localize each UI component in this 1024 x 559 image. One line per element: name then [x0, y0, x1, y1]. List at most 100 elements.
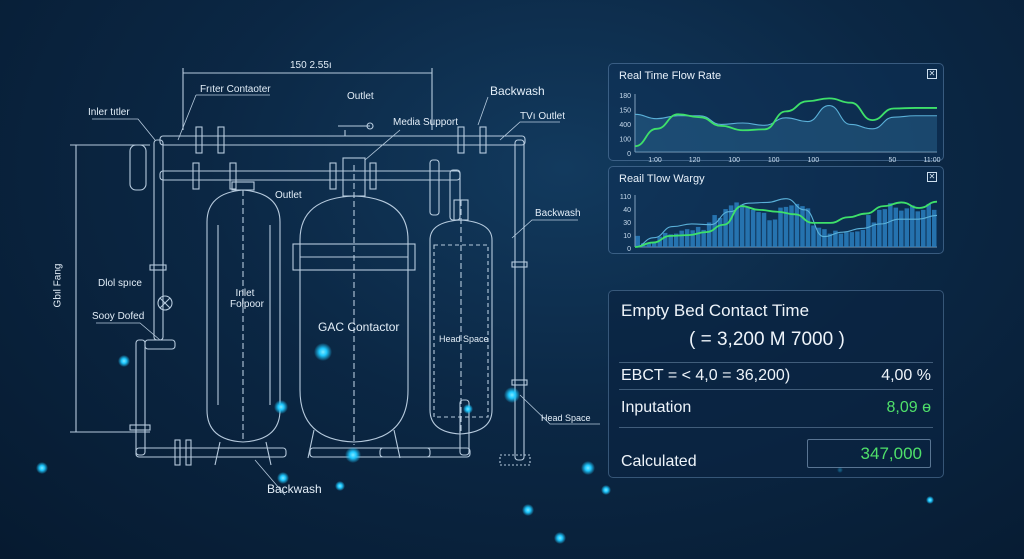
bar	[690, 230, 695, 247]
label-outlet-top: Outlet	[347, 91, 374, 102]
bar	[673, 233, 679, 247]
leader-lines	[92, 94, 600, 496]
bar	[888, 203, 893, 247]
close-icon[interactable]: ✕	[927, 172, 937, 182]
bar	[926, 203, 932, 247]
x-tick-label: 100	[807, 157, 819, 162]
flow-energy-chart: 110 40 30 10 0	[620, 194, 938, 253]
bar	[915, 211, 921, 247]
bar	[767, 220, 772, 247]
label-head-space-right: Head Space	[541, 413, 591, 423]
label-dial-space: Dlol spıce	[98, 278, 142, 289]
bar	[838, 233, 844, 247]
inputation-value: 8,09 ɵ	[886, 399, 931, 416]
label-outlet-mid: Outlet	[275, 190, 302, 201]
bar	[932, 209, 937, 247]
bar	[728, 205, 734, 247]
label-media-support: Media Support	[393, 117, 459, 128]
bar	[662, 232, 668, 247]
x-tick-label: 120	[689, 157, 701, 162]
bar	[805, 208, 811, 247]
bottom-pipe	[135, 399, 471, 466]
bar	[811, 225, 816, 247]
y-tick-label: 180	[619, 93, 631, 100]
bar	[866, 215, 871, 247]
bar	[745, 206, 750, 247]
series-line	[634, 198, 938, 248]
bar	[794, 203, 800, 247]
bar	[910, 205, 915, 247]
close-icon[interactable]: ✕	[927, 69, 937, 79]
right-pipe	[429, 139, 531, 466]
dimension-top	[182, 68, 433, 130]
flow-rate-chart: 180 150 400 100 0 1:00 120 100 100 100 50 11:00	[619, 93, 940, 162]
divider	[619, 362, 933, 363]
glow-particles	[36, 343, 934, 544]
bar	[827, 233, 833, 247]
bar	[723, 209, 728, 247]
calculated-value-field[interactable]: 347,000	[807, 439, 931, 468]
bar	[833, 230, 838, 247]
y-tick-label: 150	[619, 108, 631, 115]
ebct-label: EBCT = < 4,0 = 36,200)	[621, 367, 791, 384]
bar	[668, 234, 673, 247]
series-line	[634, 200, 938, 248]
bar	[871, 222, 877, 247]
head-space-tank	[429, 199, 493, 435]
divider	[619, 427, 933, 428]
y-tick-label: 100	[619, 137, 631, 144]
label-backwash-bottom: Backwash	[267, 482, 322, 496]
bar	[882, 209, 888, 247]
label-sooy-dofed: Sooy Dofed	[92, 311, 145, 322]
bar	[789, 205, 794, 247]
bar	[646, 242, 651, 247]
y-tick-label: 30	[623, 220, 631, 227]
bar	[756, 212, 761, 247]
bar	[855, 231, 860, 247]
y-tick-label: 10	[623, 233, 631, 240]
y-tick-label: 110	[620, 194, 631, 201]
bar	[706, 222, 712, 247]
series-area	[635, 105, 937, 152]
ebct-panel: Empty Bed Contact Time ( = 3,200 M 7000 …	[608, 290, 944, 478]
bar	[772, 219, 778, 247]
bar	[849, 232, 855, 247]
bar	[816, 227, 822, 247]
ebct-formula: ( = 3,200 M 7000 )	[689, 329, 845, 350]
series-line	[634, 97, 937, 148]
bar	[712, 215, 717, 247]
bar	[844, 232, 849, 247]
label-inlet-filter: Inler tıtler	[88, 107, 130, 118]
x-tick-label: 1:00	[648, 157, 662, 162]
bar	[778, 207, 783, 247]
dimension-left-label: Gbıl Fang	[52, 263, 64, 308]
bar	[739, 204, 745, 247]
label-backwash-right: Backwash	[535, 208, 581, 219]
bar	[657, 236, 662, 247]
label-tvi-outlet: TVı Outlet	[520, 111, 566, 122]
flow-energy-panel: Reail Tlow Wargy ✕ 110 40 30 10 0	[608, 166, 944, 254]
inlet-filter-vessel	[206, 181, 281, 466]
y-tick-label: 40	[623, 207, 631, 214]
label-filter-contactor: Frıter Contaoter	[200, 84, 271, 95]
dimension-top-label: 150 2.55ı	[290, 60, 332, 71]
label-gac-contactor: GAC Contactor	[318, 320, 400, 334]
bar	[800, 206, 805, 247]
x-tick-label: 100	[728, 157, 740, 162]
bar	[717, 218, 723, 247]
flow-rate-title: Real Time Flow Rate	[619, 70, 722, 82]
flow-rate-panel: Real Time Flow Rate ✕ 180 150 400 100 0 1:00 1…	[608, 63, 944, 162]
ebct-value: 4,00 %	[881, 367, 931, 384]
bar	[877, 209, 882, 247]
y-tick-label: 0	[627, 151, 631, 158]
flow-energy-title: Reail Tlow Wargy	[619, 173, 705, 185]
bar	[860, 229, 866, 247]
bar	[921, 209, 926, 247]
bar	[635, 235, 640, 247]
bar	[822, 229, 827, 247]
x-tick-label: 50	[889, 157, 897, 162]
bar	[783, 206, 789, 247]
divider	[619, 389, 933, 390]
inputation-label: Inputation	[621, 399, 692, 416]
